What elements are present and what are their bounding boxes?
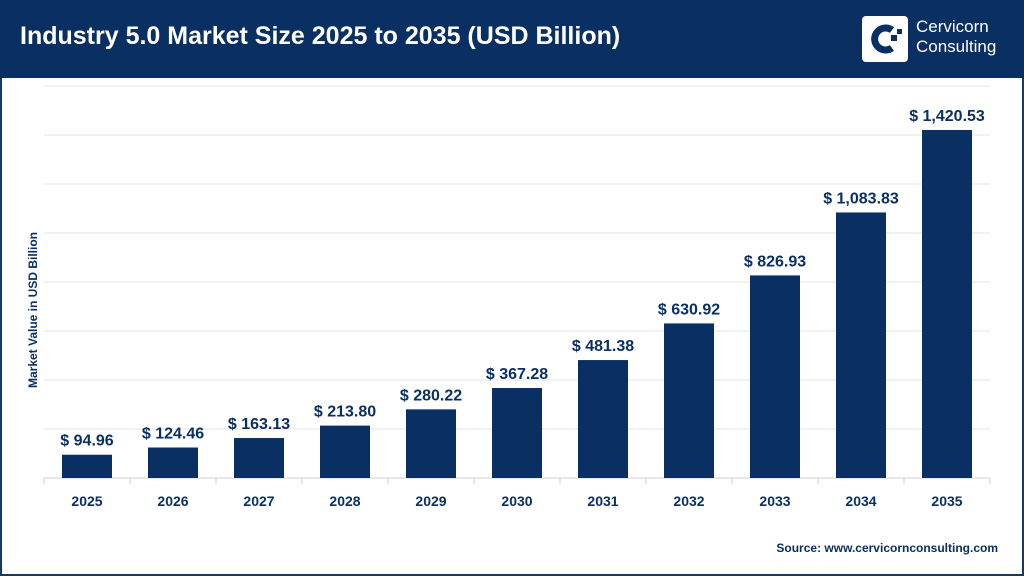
data-label: $ 163.13 xyxy=(228,416,290,433)
x-tick-label: 2035 xyxy=(931,493,962,509)
bar-2032 xyxy=(664,323,714,478)
bar-2034 xyxy=(836,212,886,478)
data-label: $ 1,420.53 xyxy=(909,108,985,125)
logo-mark-icon xyxy=(862,16,908,62)
data-label: $ 280.22 xyxy=(400,387,462,404)
data-label: $ 630.92 xyxy=(658,301,720,318)
cervicorn-logo: Cervicorn Consulting xyxy=(862,14,1008,64)
bar-2030 xyxy=(492,388,542,478)
x-tick-label: 2026 xyxy=(157,493,188,509)
bar-2033 xyxy=(750,275,800,478)
bar-2025 xyxy=(62,454,112,478)
data-label: $ 826.93 xyxy=(744,253,806,270)
bar-2028 xyxy=(320,425,370,478)
bar-2031 xyxy=(578,360,628,478)
x-tick-label: 2027 xyxy=(243,493,274,509)
bar-2027 xyxy=(234,438,284,478)
x-tick-label: 2033 xyxy=(759,493,790,509)
bar-2035 xyxy=(922,129,972,478)
x-tick-label: 2028 xyxy=(329,493,360,509)
x-tick-label: 2031 xyxy=(587,493,618,509)
logo-text-1: Cervicorn xyxy=(916,17,989,36)
header-band: Industry 5.0 Market Size 2025 to 2035 (U… xyxy=(0,0,1024,78)
chart-title: Industry 5.0 Market Size 2025 to 2035 (U… xyxy=(20,22,621,50)
logo-text-2: Consulting xyxy=(916,37,997,56)
data-label: $ 367.28 xyxy=(486,366,548,383)
x-tick-label: 2025 xyxy=(71,493,102,509)
data-label: $ 481.38 xyxy=(572,338,634,355)
x-tick-label: 2029 xyxy=(415,493,446,509)
data-label: $ 94.96 xyxy=(60,433,113,450)
data-label: $ 213.80 xyxy=(314,404,376,421)
x-tick-label: 2032 xyxy=(673,493,704,509)
x-tick-label: 2030 xyxy=(501,493,532,509)
bar-2026 xyxy=(148,447,198,478)
data-label: $ 124.46 xyxy=(142,426,204,443)
source-text: Source: www.cervicornconsulting.com xyxy=(776,541,998,555)
data-label: $ 1,083.83 xyxy=(823,190,899,207)
y-axis-label: Market Value in USD Billion xyxy=(26,231,40,389)
x-tick-label: 2034 xyxy=(845,493,876,509)
bar-2029 xyxy=(406,409,456,478)
